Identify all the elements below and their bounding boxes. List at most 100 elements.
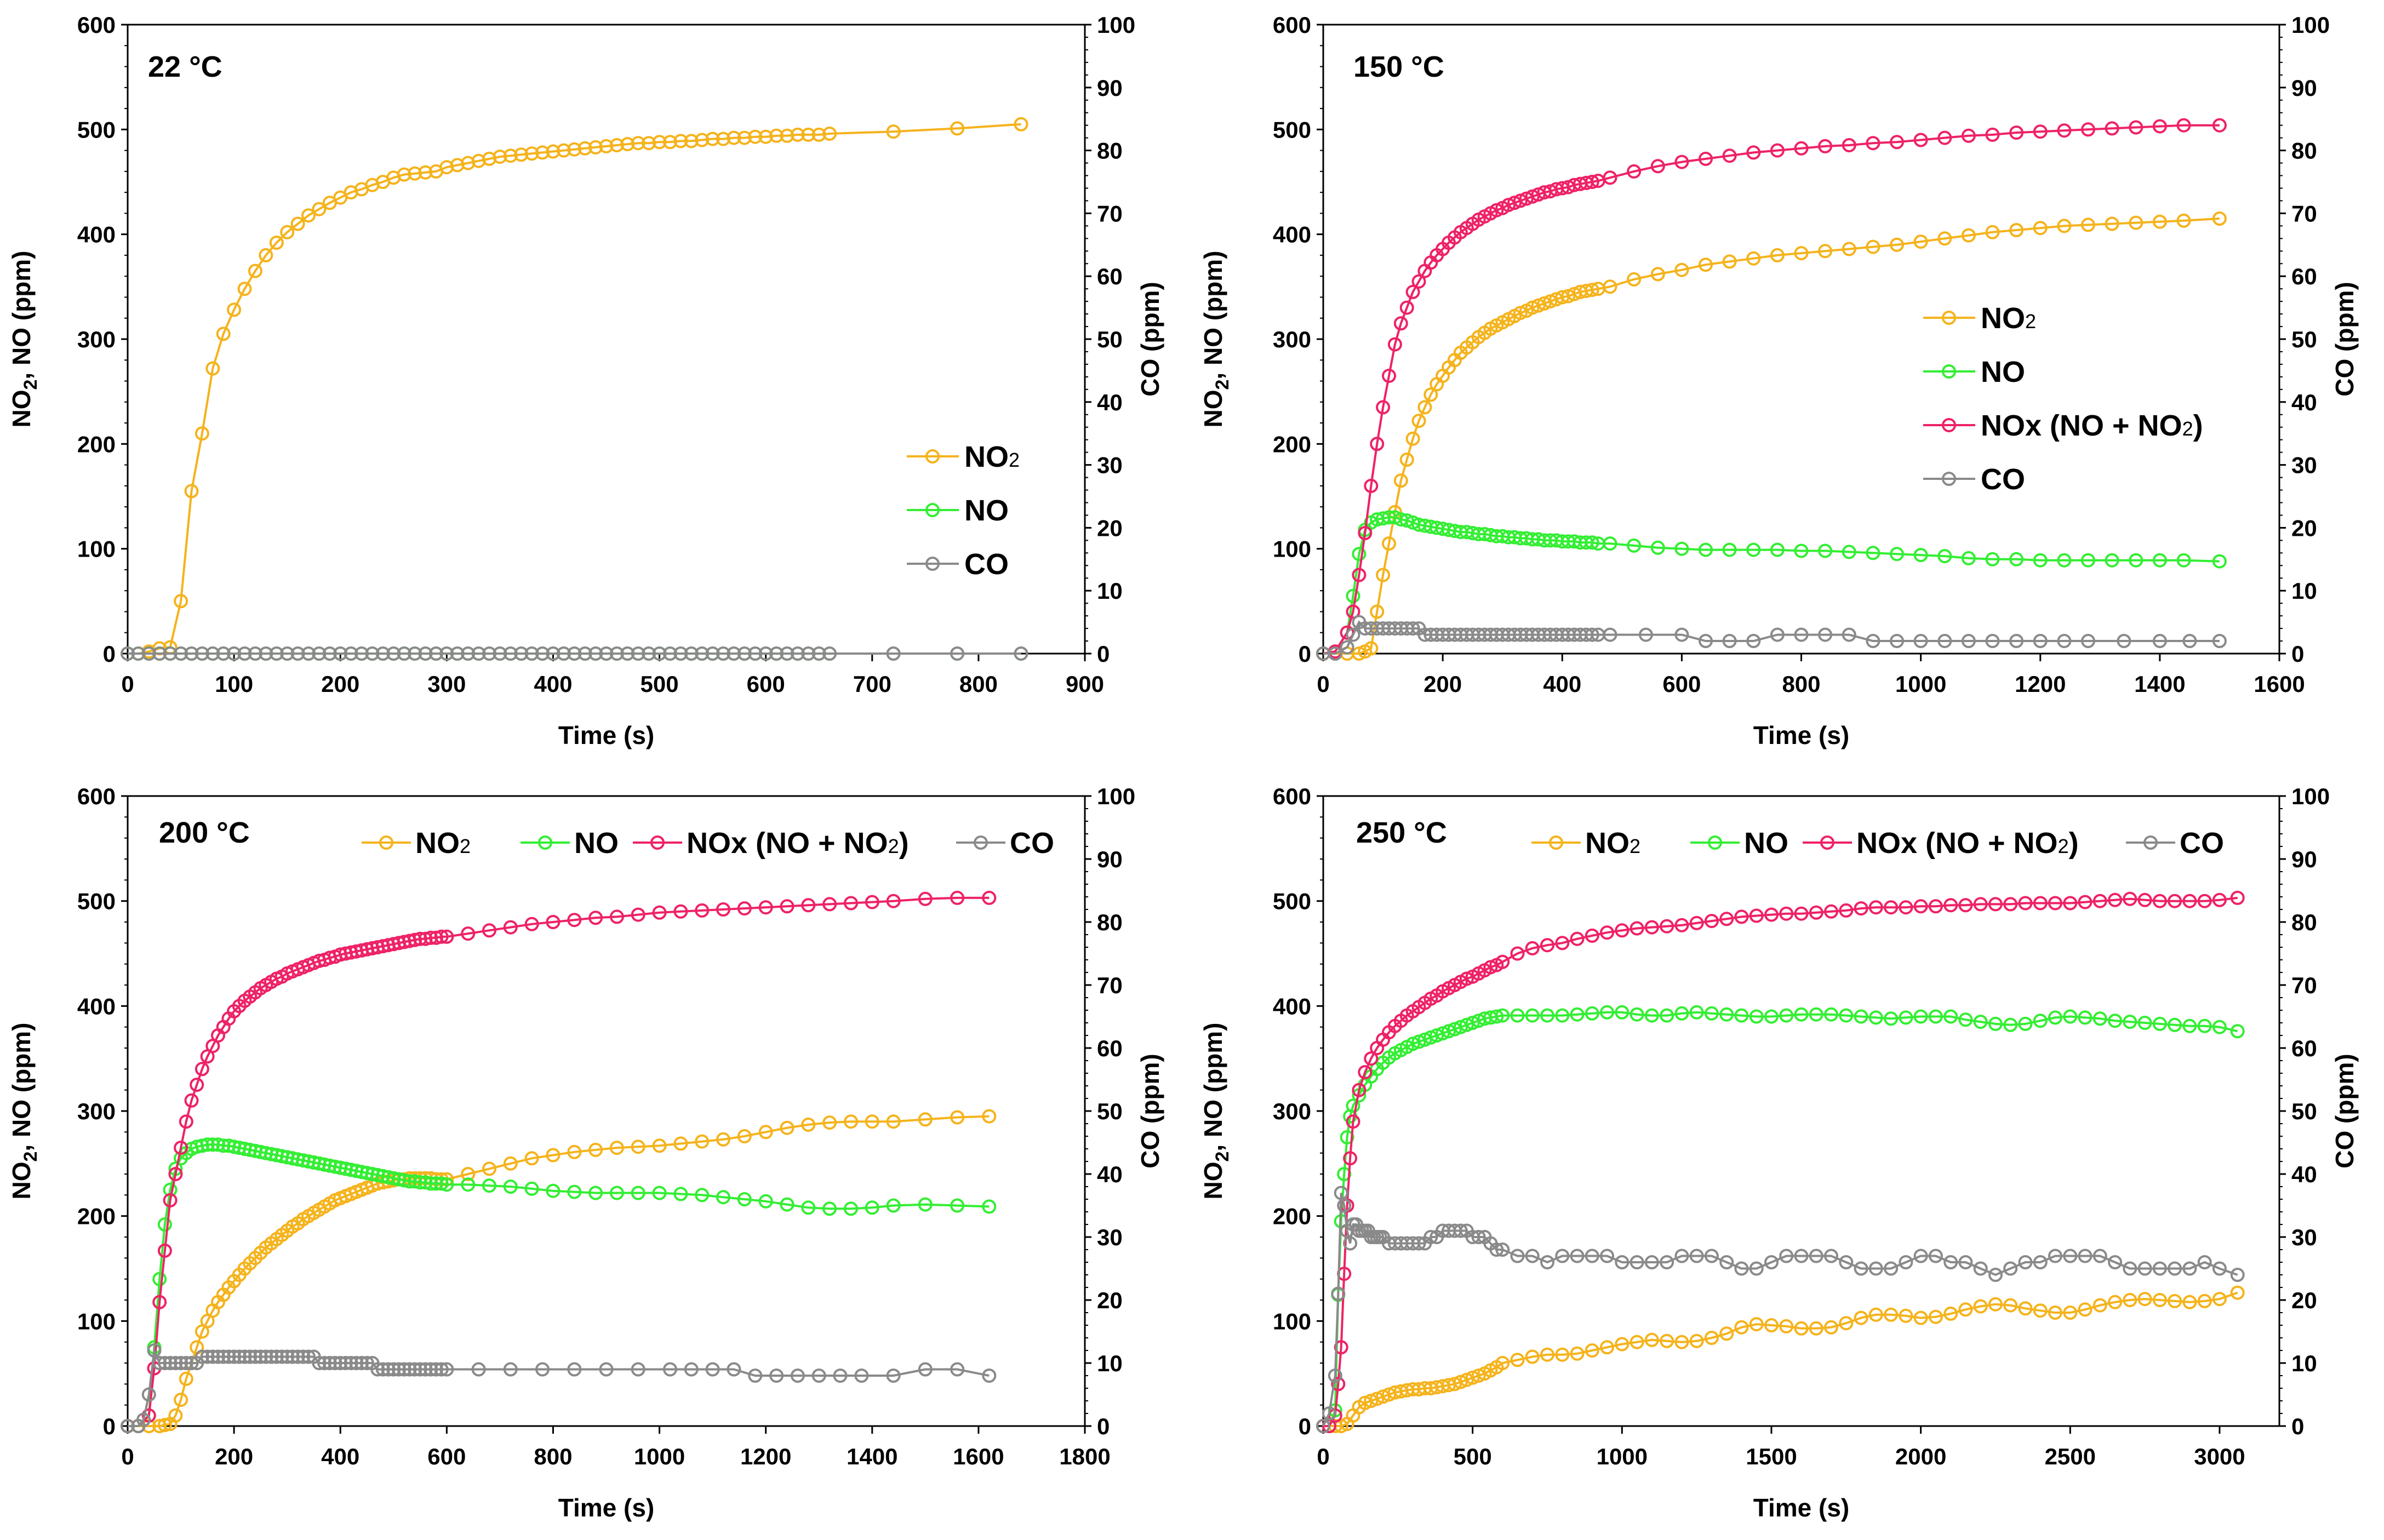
y-tick-label: 0 — [103, 1413, 116, 1439]
data-point — [1770, 542, 1785, 557]
data-point — [2081, 217, 2095, 232]
data-point — [1985, 552, 2000, 566]
y2-tick-label: 30 — [1097, 1224, 1123, 1250]
data-point — [1399, 453, 1414, 467]
data-point — [1704, 1331, 1719, 1345]
x-tick-label: 800 — [534, 1444, 572, 1469]
data-point — [1316, 1419, 1330, 1433]
data-point — [439, 1177, 454, 1192]
legend-label: NO2 — [1981, 302, 2036, 335]
y-tick-label: 100 — [1273, 536, 1311, 562]
data-point — [1650, 267, 1665, 282]
x-tick-label: 1000 — [1895, 671, 1946, 697]
data-point — [1525, 1008, 1540, 1023]
data-point — [2123, 891, 2137, 906]
data-point — [1913, 548, 1928, 563]
data-point — [705, 131, 720, 146]
data-point — [2057, 123, 2072, 138]
data-point — [1465, 1016, 1480, 1030]
data-point — [1507, 196, 1522, 210]
data-point — [1334, 1186, 1348, 1200]
data-point — [2152, 214, 2167, 229]
y-tick-label: 200 — [77, 431, 116, 457]
data-point — [982, 890, 997, 905]
data-point — [121, 646, 135, 661]
data-point — [1660, 1255, 1674, 1269]
data-point — [2182, 1295, 2197, 1309]
data-point — [503, 920, 518, 935]
data-point — [1525, 189, 1540, 204]
legend-marker — [1708, 835, 1722, 850]
data-point — [1650, 540, 1665, 555]
data-point — [195, 646, 209, 661]
data-point — [2048, 1249, 2062, 1263]
data-point — [886, 1198, 901, 1213]
data-point — [253, 1349, 268, 1364]
data-point — [1382, 536, 1396, 551]
y-tick-label: 400 — [77, 993, 116, 1019]
x-tick-label: 200 — [321, 671, 359, 697]
data-point — [2081, 634, 2095, 648]
data-point — [269, 236, 284, 250]
legend-label: CO — [964, 548, 1009, 581]
data-point — [609, 909, 624, 924]
data-point — [1510, 1008, 1525, 1023]
data-point — [1794, 627, 1809, 642]
data-point — [413, 931, 427, 946]
data-point — [811, 1369, 826, 1383]
data-point — [1540, 1347, 1554, 1362]
data-point — [1899, 1308, 1913, 1323]
x-tick-label: 1000 — [1597, 1444, 1648, 1469]
data-point — [1809, 1007, 1823, 1022]
data-point — [1510, 946, 1525, 961]
series-co — [121, 646, 1028, 661]
data-point — [1630, 1335, 1644, 1349]
legend-label: NOx (NO + NO2) — [1981, 409, 2203, 442]
y-tick-label: 400 — [77, 222, 116, 248]
x-tick-label: 100 — [215, 671, 253, 697]
data-point — [2212, 1020, 2227, 1034]
data-point — [514, 147, 529, 162]
data-point — [168, 1408, 183, 1423]
data-point — [1352, 547, 1367, 562]
data-point — [333, 1356, 348, 1370]
data-point — [1585, 627, 1599, 642]
data-point — [482, 923, 496, 938]
data-point — [1585, 175, 1599, 189]
data-point — [631, 1362, 645, 1377]
data-point — [1459, 1372, 1474, 1387]
data-point — [801, 127, 816, 142]
y-tick-label: 200 — [1273, 431, 1311, 457]
data-point — [184, 646, 199, 661]
data-point — [248, 264, 262, 278]
data-point — [1453, 1375, 1468, 1389]
series-line — [128, 1115, 990, 1427]
x-tick-label: 2000 — [1895, 1444, 1946, 1469]
data-point — [205, 1349, 220, 1364]
data-point — [1868, 1261, 1883, 1276]
data-point — [1615, 923, 1630, 938]
data-point — [631, 136, 645, 151]
data-point — [1842, 627, 1856, 642]
y2-tick-label: 40 — [2291, 1161, 2317, 1187]
data-point — [1540, 1008, 1554, 1023]
data-point — [365, 646, 380, 661]
y-tick-label: 500 — [1273, 889, 1311, 914]
data-point — [982, 1199, 997, 1214]
legend-label: NO — [1981, 356, 2025, 388]
data-point — [2182, 894, 2197, 908]
data-point — [673, 134, 688, 148]
data-point — [413, 1175, 427, 1190]
data-point — [1364, 1394, 1379, 1408]
data-point — [1644, 1008, 1659, 1023]
data-point — [1660, 1333, 1674, 1348]
data-point — [822, 1201, 837, 1216]
data-point — [211, 1137, 225, 1152]
data-point — [1722, 634, 1737, 648]
data-point — [1794, 543, 1809, 558]
data-point — [359, 1356, 374, 1370]
y2-tick-label: 10 — [2291, 578, 2317, 604]
data-point — [1764, 1255, 1779, 1269]
data-point — [1928, 899, 1943, 914]
data-point — [1913, 1310, 1928, 1325]
